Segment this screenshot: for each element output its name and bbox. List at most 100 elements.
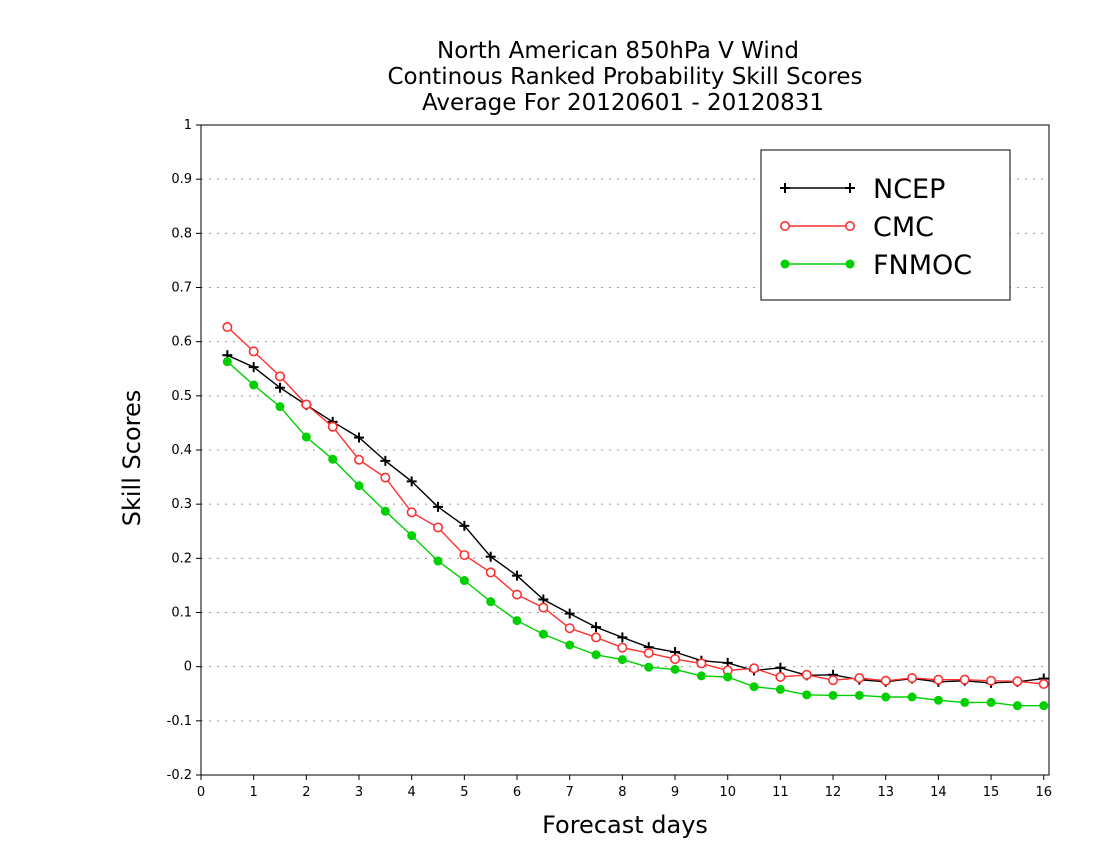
y-tick-label: 0	[184, 660, 192, 675]
y-tick-label: 0.8	[171, 226, 192, 241]
data-point-ncep	[248, 362, 259, 373]
legend-marker	[779, 221, 790, 232]
data-point-cmc	[854, 673, 865, 684]
legend-marker	[845, 183, 855, 193]
data-point-cmc	[775, 671, 786, 682]
y-tick-label: 0.2	[171, 551, 192, 566]
y-axis-label: Skill Scores	[118, 390, 146, 527]
y-tick-labels: -0.2 -0.1 0 0.1 0.2 0.3 0.4 0.5 0.6 0.7 0.8 0.9 1	[167, 118, 192, 783]
data-point-cmc	[459, 550, 470, 561]
data-point-fnmoc	[1012, 701, 1022, 711]
x-tick-label: 4	[408, 785, 416, 800]
x-tick-label: 2	[302, 785, 310, 800]
data-point-fnmoc	[512, 616, 522, 626]
data-point-fnmoc	[696, 671, 706, 681]
legend-label-cmc: CMC	[873, 212, 934, 243]
data-point-fnmoc	[328, 454, 338, 464]
data-point-fnmoc	[275, 402, 285, 412]
data-point-cmc	[801, 669, 812, 680]
data-point-fnmoc	[670, 664, 680, 674]
data-point-fnmoc	[775, 684, 785, 694]
series-line-ncep	[227, 354, 1044, 684]
legend-item-cmc: CMC	[779, 212, 934, 243]
data-point-cmc	[406, 507, 417, 518]
data-point-ncep	[617, 632, 628, 643]
x-tick-label: 0	[197, 785, 205, 800]
title-line-2: Continous Ranked Probability Skill Score…	[387, 64, 862, 90]
data-point-fnmoc	[986, 697, 996, 707]
data-point-cmc	[433, 522, 444, 533]
x-tick-label: 12	[825, 785, 842, 800]
y-tick-label: 0.4	[171, 443, 192, 458]
data-point-cmc	[248, 346, 259, 357]
x-tick-label: 8	[618, 785, 626, 800]
data-point-ncep	[591, 622, 602, 633]
y-tick-label: -0.2	[167, 768, 192, 783]
data-point-cmc	[959, 674, 970, 685]
data-point-fnmoc	[644, 662, 654, 672]
x-tick-label: 14	[930, 785, 947, 800]
data-point-fnmoc	[538, 629, 548, 639]
chart-title: North American 850hPa V Wind Continous R…	[387, 38, 862, 116]
data-point-fnmoc	[1039, 701, 1049, 711]
data-point-cmc	[301, 399, 312, 410]
legend-label-ncep: NCEP	[873, 174, 945, 205]
data-point-fnmoc	[749, 682, 759, 692]
series-line-fnmoc	[226, 361, 1044, 707]
data-point-cmc	[643, 648, 654, 659]
x-tick-label: 15	[983, 785, 1000, 800]
data-point-fnmoc	[933, 695, 943, 705]
legend-item-ncep: NCEP	[780, 174, 945, 205]
gridlines	[201, 178, 1049, 722]
data-point-ncep	[564, 608, 575, 619]
title-line-1: North American 850hPa V Wind	[437, 38, 799, 64]
data-point-ncep	[485, 551, 496, 562]
x-tick-label: 6	[513, 785, 521, 800]
data-point-fnmoc	[459, 576, 469, 586]
data-point-cmc	[538, 602, 549, 613]
data-point-ncep	[433, 501, 444, 512]
data-point-cmc	[933, 674, 944, 685]
x-tick-label: 11	[772, 785, 789, 800]
data-point-fnmoc	[380, 506, 390, 516]
data-point-cmc	[354, 454, 365, 465]
y-tick-label: -0.1	[167, 714, 192, 729]
data-point-fnmoc	[565, 640, 575, 650]
x-tick-labels: 0 1 2 3 4 5 6 7 8 9 10 11 12 13 14 15 16	[197, 785, 1052, 800]
legend-marker	[780, 183, 790, 193]
data-point-cmc	[880, 675, 891, 686]
legend: NCEP CMC FNMOC	[760, 149, 1011, 301]
x-axis-label: Forecast days	[542, 811, 708, 839]
data-point-cmc	[380, 472, 391, 483]
series-line-cmc	[226, 326, 1044, 685]
legend-marker	[780, 259, 790, 269]
x-tick-label: 3	[355, 785, 363, 800]
data-point-cmc	[828, 675, 839, 686]
legend-label-fnmoc: FNMOC	[873, 250, 972, 281]
data-point-fnmoc	[881, 692, 891, 702]
data-point-fnmoc	[249, 380, 259, 390]
data-point-fnmoc	[907, 692, 917, 702]
data-point-cmc	[591, 632, 602, 643]
data-point-cmc	[275, 371, 286, 382]
data-point-fnmoc	[854, 690, 864, 700]
data-point-cmc	[327, 421, 338, 432]
data-point-cmc	[1012, 676, 1023, 687]
x-tick-label: 7	[566, 785, 574, 800]
data-point-fnmoc	[354, 481, 364, 491]
y-tick-label: 0.5	[171, 389, 192, 404]
data-point-ncep	[459, 520, 470, 531]
data-point-ncep	[380, 455, 391, 466]
data-point-cmc	[512, 589, 523, 600]
data-point-fnmoc	[591, 650, 601, 660]
data-point-cmc	[222, 322, 233, 333]
legend-box	[760, 149, 1011, 301]
y-tick-label: 0.1	[171, 606, 192, 621]
series-fnmoc	[222, 357, 1049, 711]
data-point-fnmoc	[407, 531, 417, 541]
data-point-cmc	[617, 642, 628, 653]
data-point-cmc	[564, 623, 575, 634]
y-tick-label: 0.3	[171, 497, 192, 512]
data-point-ncep	[775, 662, 786, 673]
